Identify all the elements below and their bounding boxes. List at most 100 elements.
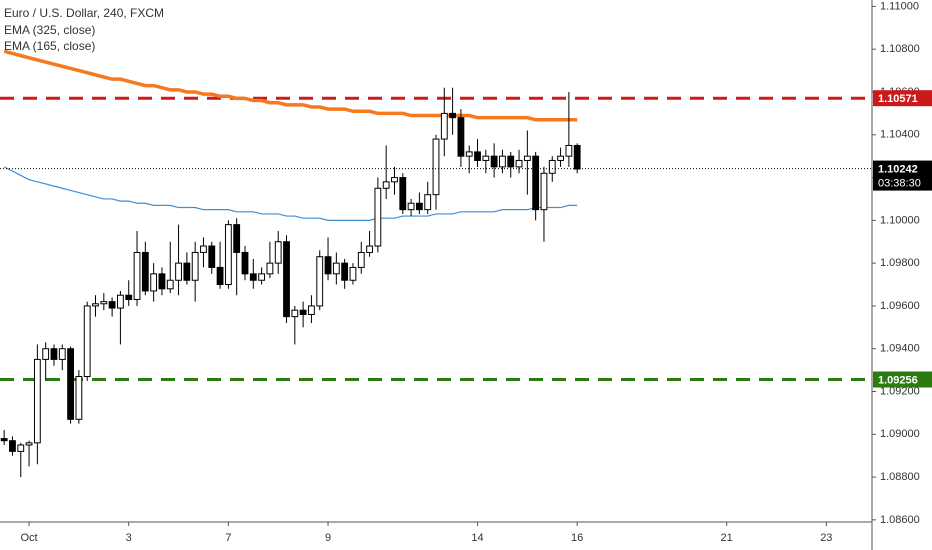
- candle-body: [532, 155, 540, 211]
- candle-body: [548, 159, 556, 174]
- y-tick-label: 1.09400: [880, 343, 920, 355]
- candle-body: [515, 159, 523, 168]
- x-tick-label: 9: [325, 532, 331, 544]
- plot: [0, 49, 872, 478]
- candle-body: [449, 112, 457, 119]
- candle-body: [92, 303, 99, 307]
- price-tag: [873, 160, 932, 191]
- candle-body: [150, 273, 158, 292]
- candle-body: [523, 155, 531, 161]
- ema-line: [3, 49, 578, 122]
- candle-body: [465, 151, 473, 157]
- indicator-label: EMA (165, close): [4, 39, 95, 53]
- chart-title: Euro / U.S. Dollar, 240, FXCM: [4, 6, 164, 20]
- candle-body: [158, 273, 166, 290]
- candle-body: [216, 266, 224, 286]
- candle-body: [499, 155, 506, 168]
- price-tag-label: 1.10571: [878, 93, 918, 105]
- candle-body: [67, 348, 74, 420]
- candle-body: [283, 241, 290, 318]
- y-tick-label: 1.10800: [880, 43, 920, 55]
- candle-body: [17, 444, 25, 452]
- candle-body: [9, 440, 16, 452]
- indicator-label: EMA (325, close): [4, 23, 95, 37]
- x-tick-label: Oct: [21, 532, 38, 544]
- candle-body: [440, 112, 448, 140]
- candle-body: [490, 155, 498, 168]
- candle-body: [25, 442, 33, 446]
- candle-body: [33, 358, 41, 444]
- candle-body: [557, 155, 564, 161]
- candle-body: [399, 177, 407, 211]
- y-tick-label: 1.08800: [880, 471, 920, 483]
- candle-body: [50, 348, 58, 360]
- candle-body: [125, 294, 133, 301]
- candle-body: [100, 301, 108, 305]
- y-tick-label: 1.09600: [880, 300, 920, 312]
- candle-body: [208, 245, 216, 268]
- candle-body: [141, 251, 149, 292]
- candle-body: [382, 181, 390, 189]
- y-tick-label: 1.09000: [880, 428, 920, 440]
- candle-body: [166, 279, 174, 290]
- candle-body: [117, 294, 124, 309]
- y-tick-label: 1.09200: [880, 385, 920, 397]
- candle-body: [299, 309, 307, 315]
- candle-body: [108, 301, 116, 309]
- candle-body: [540, 172, 548, 211]
- x-tick-label: 3: [126, 532, 132, 544]
- candle-body: [341, 262, 349, 281]
- x-tick-label: 7: [225, 532, 231, 544]
- candle-body: [507, 155, 515, 168]
- y-tick-label: 1.11000: [880, 0, 919, 12]
- x-tick-label: 16: [571, 532, 583, 544]
- candle-body: [83, 305, 91, 378]
- candle-body: [415, 202, 423, 211]
- x-tick-label: 21: [721, 532, 733, 544]
- ema-line: [3, 166, 578, 221]
- price-tag-label: 1.09256: [878, 374, 918, 386]
- candle-body: [266, 262, 274, 275]
- x-tick-label: 23: [820, 532, 832, 544]
- y-tick-label: 1.09800: [880, 257, 920, 269]
- candle-body: [291, 309, 299, 318]
- candle-body: [349, 266, 357, 281]
- candle-body: [258, 273, 266, 281]
- candle-body: [366, 245, 373, 253]
- candle-body: [457, 117, 465, 157]
- candle-body: [274, 241, 282, 264]
- candle-body: [308, 305, 315, 315]
- candle-body: [241, 251, 249, 275]
- price-tag-label: 1.10242: [878, 163, 918, 175]
- candle-body: [0, 438, 8, 442]
- candle-body: [224, 224, 232, 286]
- candle-body: [332, 262, 340, 275]
- candle-body: [42, 348, 50, 360]
- candle-body: [75, 376, 83, 420]
- y-tick-label: 1.10000: [880, 214, 920, 226]
- candle-body: [482, 155, 490, 161]
- candle-body: [424, 194, 432, 211]
- candle-body: [316, 256, 324, 307]
- candle-body: [133, 251, 141, 301]
- candle-body: [474, 151, 481, 161]
- candle-body: [183, 262, 191, 281]
- candle-body: [357, 251, 365, 268]
- candle-body: [374, 187, 382, 247]
- candle-body: [324, 256, 332, 275]
- y-tick-label: 1.10400: [880, 129, 920, 141]
- candle-body: [391, 177, 398, 183]
- candle-body: [233, 224, 241, 253]
- candle-body: [573, 144, 581, 170]
- candle-body: [58, 348, 66, 360]
- candle-body: [249, 273, 257, 281]
- candle-body: [565, 144, 573, 157]
- countdown-label: 03:38:30: [878, 177, 921, 189]
- candle-body: [191, 251, 199, 281]
- y-tick-label: 1.08600: [880, 514, 920, 526]
- price-tag: [873, 90, 932, 107]
- x-tick-label: 14: [471, 532, 483, 544]
- candle-body: [407, 202, 415, 211]
